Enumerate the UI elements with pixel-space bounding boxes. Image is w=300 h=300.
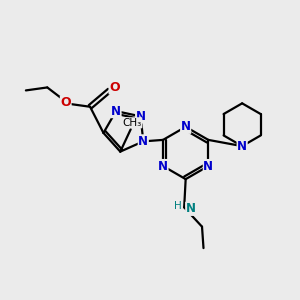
Text: N: N (237, 140, 247, 153)
Text: O: O (109, 81, 120, 94)
Text: N: N (181, 120, 191, 133)
Text: N: N (158, 160, 168, 172)
Text: N: N (111, 105, 121, 118)
Text: N: N (136, 110, 146, 123)
Text: H: H (174, 201, 182, 211)
Text: CH₃: CH₃ (123, 118, 142, 128)
Text: N: N (186, 202, 196, 215)
Text: N: N (138, 135, 148, 148)
Text: N: N (203, 160, 213, 172)
Text: O: O (60, 96, 71, 110)
